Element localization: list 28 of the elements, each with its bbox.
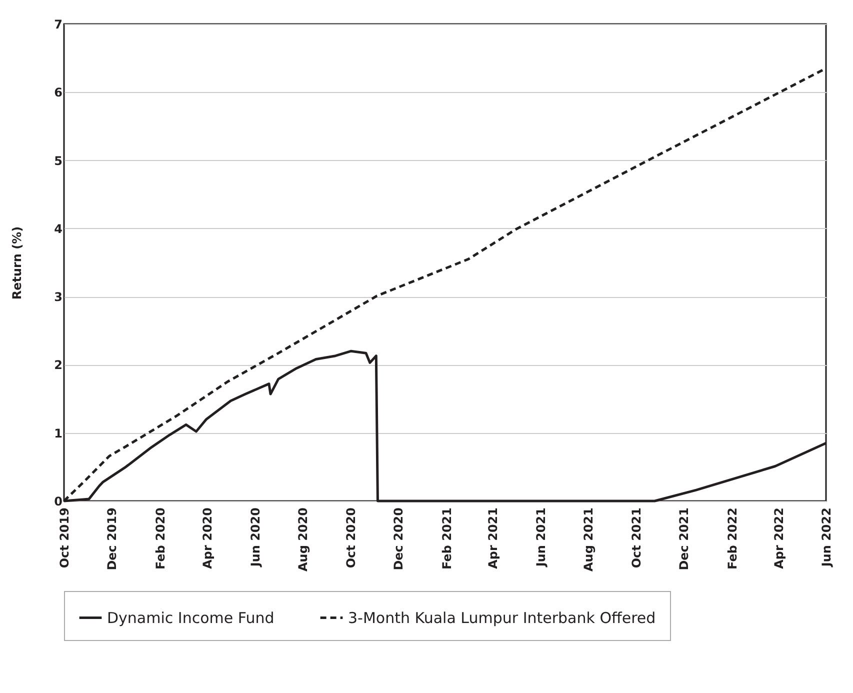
- y-tick-label: 0: [54, 494, 62, 508]
- y-tick-label: 2: [54, 358, 62, 372]
- y-tick-label: 6: [54, 86, 62, 100]
- x-tick-label: Jun 2022: [820, 508, 834, 568]
- x-tick-label: Apr 2021: [486, 508, 500, 569]
- x-tick-label: Aug 2021: [582, 508, 596, 572]
- x-tick-label: Oct 2021: [629, 508, 644, 568]
- x-tick-label: Oct 2020: [344, 508, 358, 568]
- x-tick-label: Dec 2019: [105, 508, 120, 570]
- y-tick-label: 7: [54, 18, 62, 32]
- y-tick-label: 5: [54, 154, 62, 168]
- legend-label: Dynamic Income Fund: [107, 608, 274, 627]
- y-tick-label: 4: [54, 222, 62, 236]
- x-tick-label: Feb 2020: [154, 508, 168, 570]
- x-tick-label: Jun 2021: [534, 508, 548, 568]
- x-tick-label: Dec 2021: [677, 508, 692, 570]
- y-tick-label: 1: [54, 426, 62, 440]
- x-tick-label: Aug 2020: [296, 508, 310, 572]
- x-tick-label: Oct 2019: [58, 508, 72, 568]
- y-axis-title: Return (%): [10, 226, 24, 300]
- y-tick-label: 3: [54, 290, 62, 304]
- x-tick-label: Feb 2022: [726, 508, 740, 570]
- x-tick-label: Apr 2022: [772, 508, 786, 569]
- x-tick-label: Feb 2021: [440, 508, 454, 570]
- x-tick-label: Jun 2020: [248, 508, 262, 568]
- x-tick-label: Apr 2020: [200, 508, 215, 569]
- legend-label: 3-Month Kuala Lumpur Interbank Offered: [348, 608, 656, 627]
- x-tick-label: Dec 2020: [392, 508, 406, 570]
